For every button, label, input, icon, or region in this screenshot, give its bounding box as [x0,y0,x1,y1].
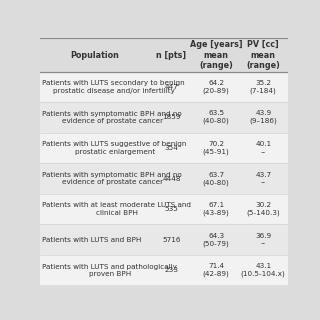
Text: 4448: 4448 [162,176,181,182]
Text: 70.2
(45-91): 70.2 (45-91) [203,141,229,155]
Bar [40,194,288,224]
Text: 71.4
(42-89): 71.4 (42-89) [203,263,229,277]
Text: 43.7
--: 43.7 -- [255,172,271,185]
Text: Age [years]
mean
(range): Age [years] mean (range) [190,40,242,70]
Bar [40,72,288,102]
Text: 43.9
(9–186): 43.9 (9–186) [249,110,277,124]
Text: Patients with LUTS secondary to benign
prostatic disease and/or infertility: Patients with LUTS secondary to benign p… [43,80,185,94]
Bar [40,133,288,163]
Text: n [pts]: n [pts] [156,51,187,60]
Text: Patients with LUTS and pathologically
proven BPH: Patients with LUTS and pathologically pr… [43,263,177,277]
Text: Patients with symptomatic BPH and no
evidence of prostate cancer: Patients with symptomatic BPH and no evi… [43,172,182,185]
Text: 40.1
--: 40.1 -- [255,141,271,155]
Bar [40,163,288,194]
Bar [40,255,288,285]
Text: Patients with LUTS and BPH: Patients with LUTS and BPH [43,237,142,243]
Text: 535: 535 [164,206,178,212]
Text: 43.1
(10.5-104.x): 43.1 (10.5-104.x) [241,263,285,277]
Text: 447: 447 [164,84,178,90]
Text: Patients with at least moderate LUTS and
clinical BPH: Patients with at least moderate LUTS and… [43,203,191,216]
Bar [40,102,288,133]
Text: 67.1
(43-89): 67.1 (43-89) [203,202,229,216]
Text: 63.7
(40-80): 63.7 (40-80) [203,172,229,186]
Text: Patients with LUTS suggestive of benign
prostatic enlargement: Patients with LUTS suggestive of benign … [43,141,187,155]
Text: 1859: 1859 [162,115,181,121]
Text: 36.9
--: 36.9 -- [255,233,271,246]
Bar [40,224,288,255]
Text: 64.3
(50-79): 64.3 (50-79) [203,233,229,247]
Text: 5716: 5716 [162,237,181,243]
Text: 35.2
(7-184): 35.2 (7-184) [250,80,276,94]
Text: Patients with symptomatic BPH and no
evidence of prostate cancer: Patients with symptomatic BPH and no evi… [43,111,182,124]
Text: 233: 233 [164,267,178,273]
Text: 64.2
(20-89): 64.2 (20-89) [203,80,229,94]
Text: PV [cc]
mean
(range): PV [cc] mean (range) [246,40,280,70]
Text: 354: 354 [164,145,178,151]
Text: 30.2
(5-140.3): 30.2 (5-140.3) [246,202,280,216]
Text: Population: Population [70,51,119,60]
Text: 63.5
(40-80): 63.5 (40-80) [203,110,229,124]
